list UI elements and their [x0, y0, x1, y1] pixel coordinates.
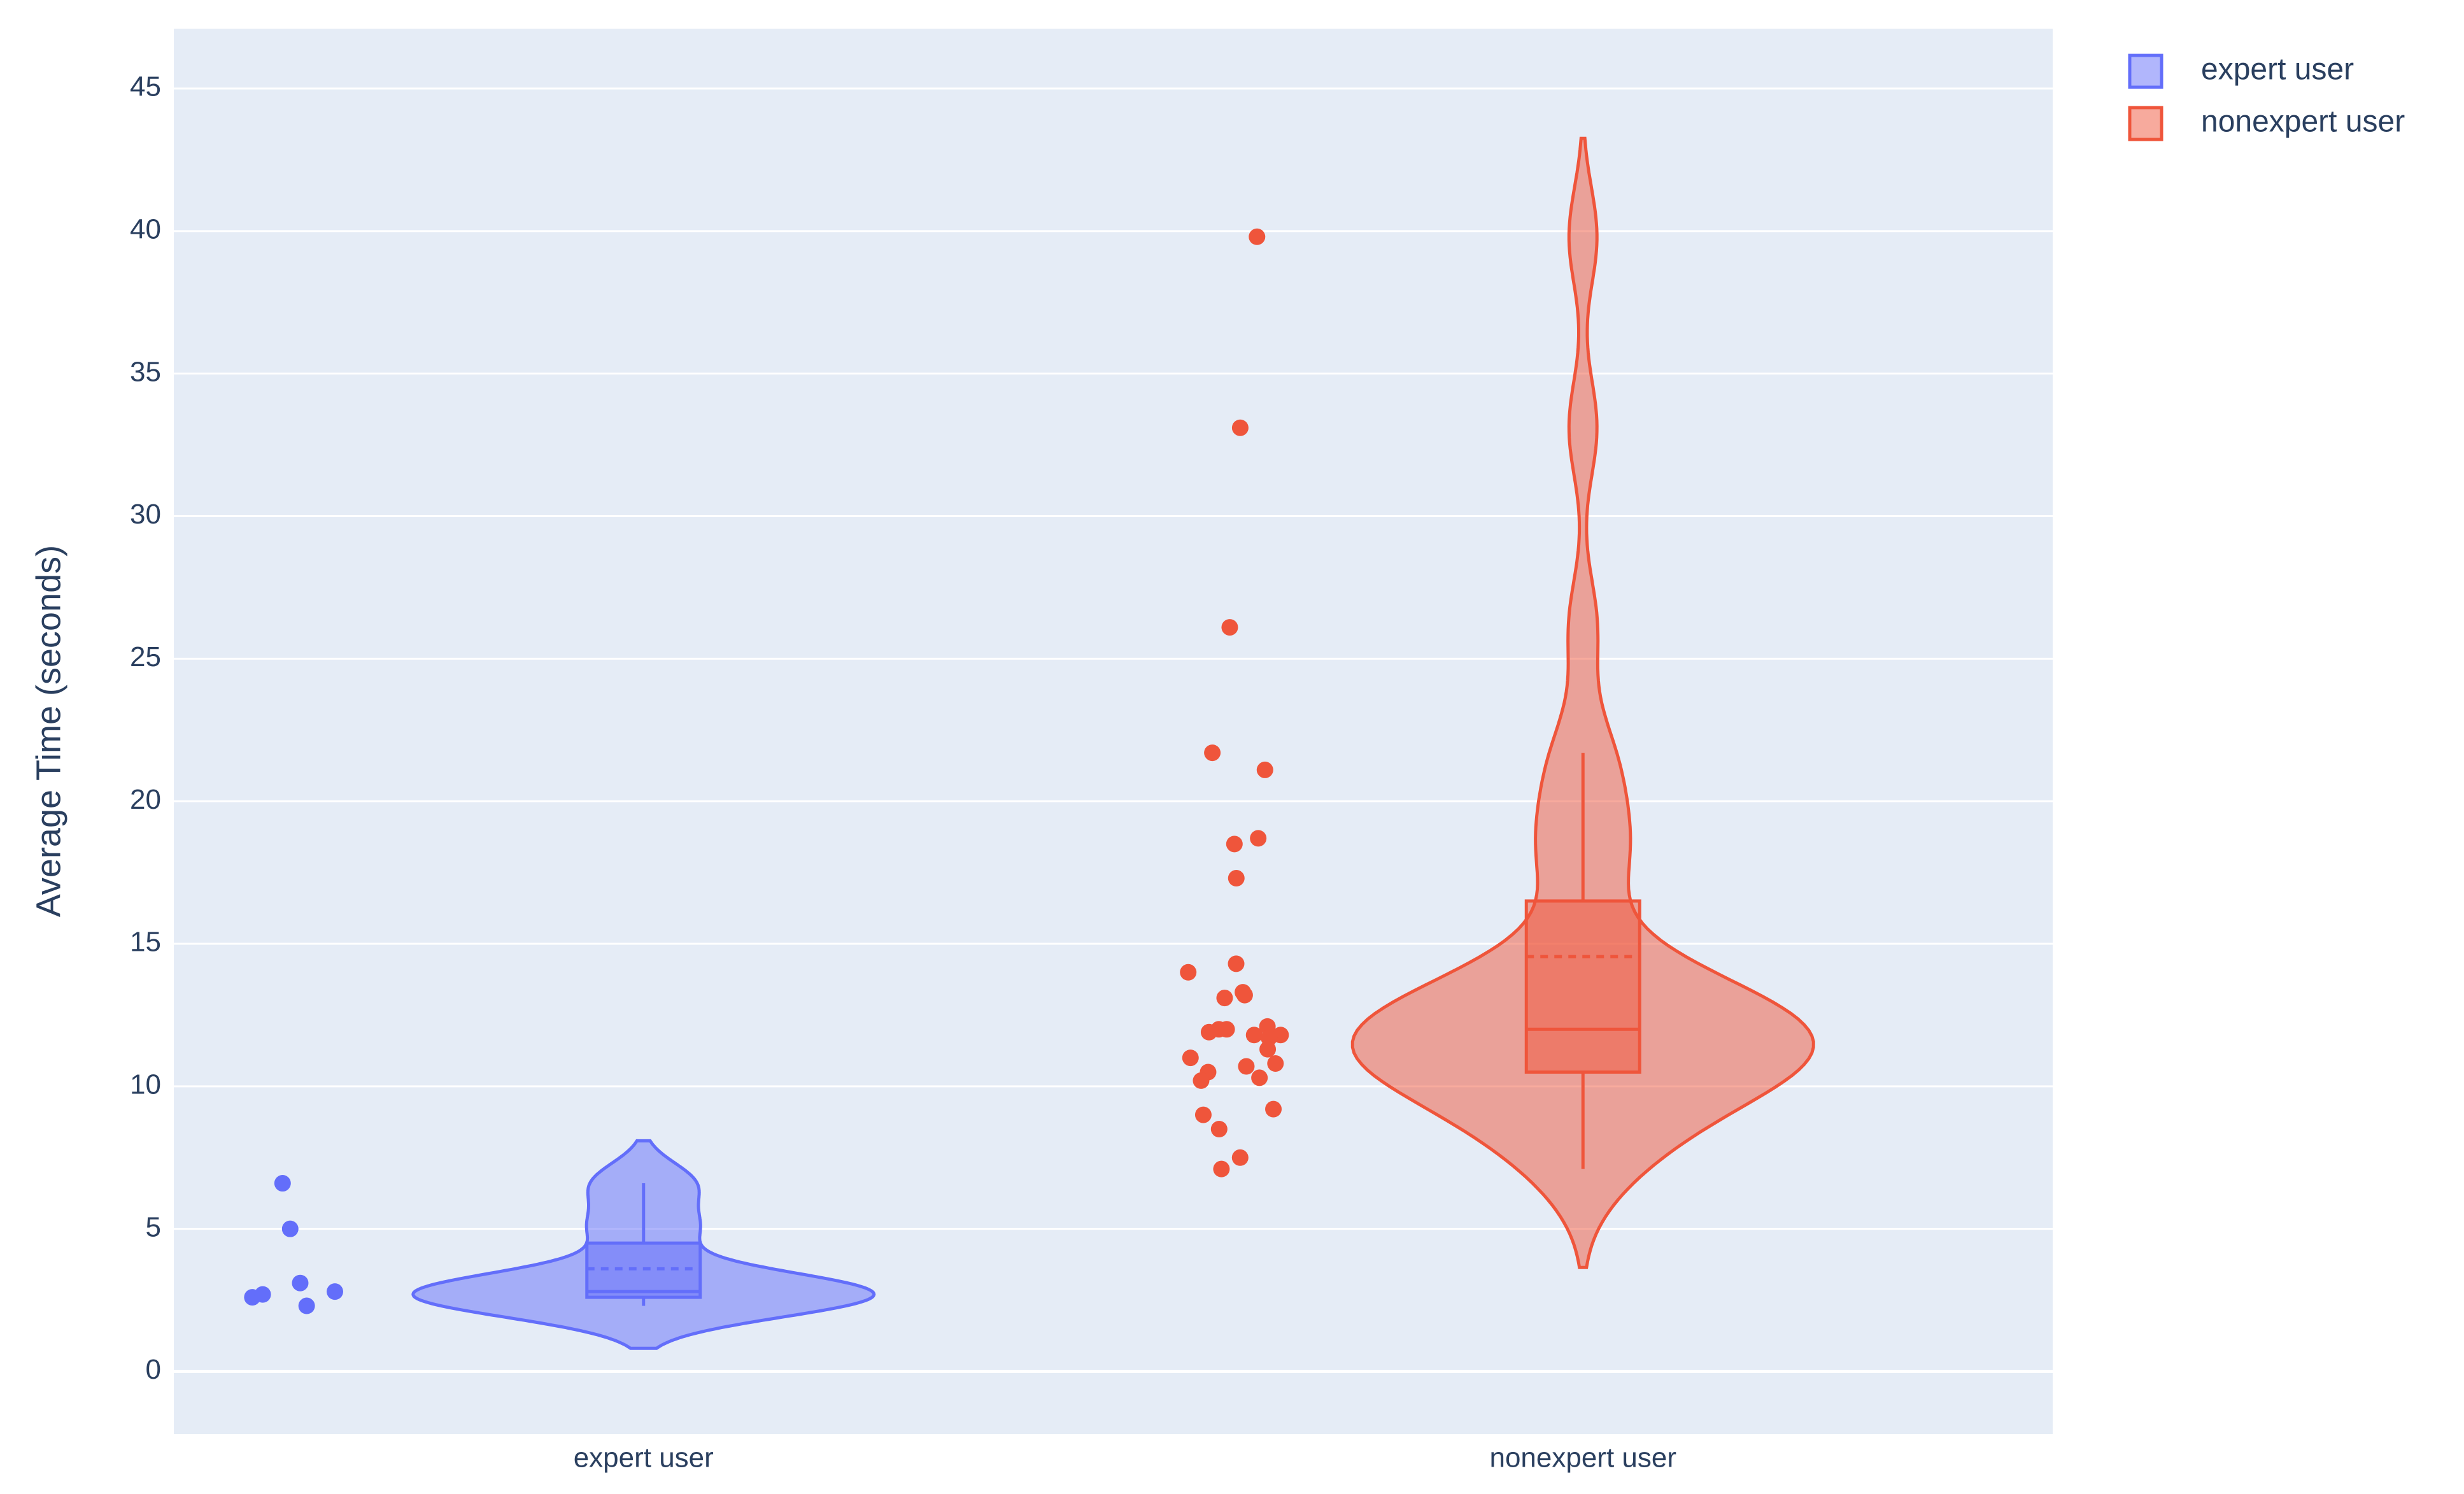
point: [1231, 419, 1249, 436]
point: [1231, 1149, 1249, 1166]
point: [1267, 1055, 1284, 1072]
point: [274, 1175, 291, 1192]
y-tick-label: 15: [130, 927, 161, 958]
point: [292, 1274, 309, 1291]
point: [1210, 1120, 1228, 1137]
y-axis-title: Average Time (seconds): [29, 545, 67, 917]
point: [1194, 1106, 1212, 1123]
point: [1213, 1160, 1230, 1177]
legend-label: nonexpert user: [2201, 105, 2405, 139]
point: [1204, 744, 1221, 762]
point: [1245, 1027, 1263, 1044]
point: [1251, 1069, 1268, 1086]
violin-group: [1180, 136, 1815, 1269]
point: [1182, 1049, 1199, 1067]
point: [1265, 1100, 1282, 1118]
point: [1256, 761, 1273, 778]
box: [1524, 899, 1641, 1074]
y-tick-label: 5: [146, 1211, 161, 1242]
y-tick-label: 25: [130, 641, 161, 672]
plot-background: [174, 29, 2053, 1434]
x-tick-label: nonexpert user: [1489, 1442, 1676, 1474]
y-tick-label: 40: [130, 213, 161, 245]
violin-group: [244, 1139, 876, 1350]
point: [1250, 830, 1267, 847]
y-tick-label: 0: [146, 1354, 161, 1385]
point: [1259, 1041, 1277, 1058]
point: [1238, 1058, 1255, 1075]
y-tick-label: 10: [130, 1069, 161, 1100]
point: [327, 1283, 344, 1300]
point: [298, 1297, 315, 1314]
y-tick-label: 45: [130, 71, 161, 103]
point: [1221, 619, 1238, 636]
legend-swatch: [2128, 53, 2163, 89]
y-tick-label: 35: [130, 356, 161, 387]
point: [1236, 986, 1253, 1004]
x-tick-label: expert user: [574, 1442, 714, 1474]
point: [1216, 990, 1233, 1007]
point: [281, 1220, 299, 1237]
point: [1228, 870, 1245, 887]
point: [1200, 1023, 1217, 1041]
y-tick-label: 20: [130, 784, 161, 815]
point: [1249, 228, 1266, 245]
legend-label: expert user: [2201, 53, 2354, 87]
point: [1193, 1072, 1210, 1089]
point: [1228, 955, 1245, 972]
point: [1218, 1021, 1235, 1038]
y-tick-label: 30: [130, 499, 161, 530]
point: [1226, 836, 1243, 853]
point: [1180, 964, 1197, 981]
violin: [1350, 136, 1815, 1269]
legend-swatch: [2128, 106, 2163, 141]
point: [254, 1286, 271, 1303]
